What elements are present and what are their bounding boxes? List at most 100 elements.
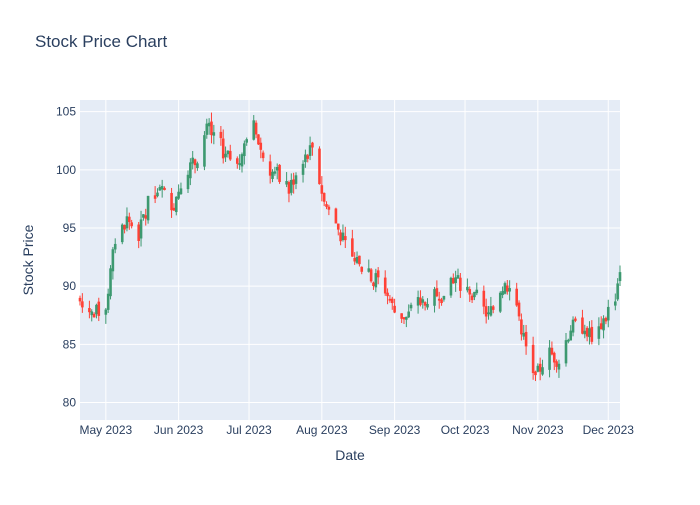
candlestick [426,298,429,310]
candle-body [203,135,206,167]
candle-body [583,330,587,335]
candlestick [128,212,131,230]
candlestick [207,118,211,135]
candle-body [113,243,117,250]
candlestick [571,316,575,337]
candlestick [498,291,502,313]
candle-body [597,326,601,339]
y-tick-label: 105 [56,105,76,119]
candle-body [473,291,476,298]
candlestick [372,281,375,290]
candlestick [236,156,239,169]
candle-body [205,123,209,135]
candlestick [311,141,314,156]
candle-body [426,303,429,308]
candlestick [219,125,223,146]
candle-body [353,257,356,262]
candlestick [88,300,91,319]
candle-body [442,295,446,300]
candle-body [174,196,178,213]
candlestick [581,309,584,335]
candlestick [435,280,439,298]
candle-body [602,318,605,331]
candle-body [405,316,408,320]
candlestick [454,270,457,292]
candle-body [534,371,537,376]
candle-body [111,249,115,272]
candle-body [569,330,572,341]
candlestick [224,146,227,162]
candlestick [386,288,389,305]
candlestick [355,251,359,265]
candlestick [261,150,265,162]
candle-body [369,269,373,282]
candlestick [90,309,94,322]
candle-body [344,236,347,241]
candle-body [550,347,554,355]
candle-body [193,159,197,166]
candlestick [177,184,180,200]
candle-body [588,328,591,338]
candlestick [390,296,394,310]
candle-body [278,164,281,182]
candlestick [604,316,608,325]
candle-body [360,266,364,272]
candle-body [170,192,173,211]
candlestick [221,129,225,164]
x-tick-label: Oct 2023 [441,423,490,437]
candlestick [203,131,206,171]
candle-body [259,142,263,150]
candle-body [285,181,288,185]
candlestick [327,204,331,216]
candlestick [614,293,617,311]
candlestick [78,295,82,306]
candle-body [336,223,340,230]
candle-body [236,158,239,164]
candle-body [606,306,610,321]
candlestick [555,359,558,373]
y-tick-label: 100 [56,163,76,177]
candlestick [470,293,474,304]
x-tick-labels: May 2023 Jun 2023 Jul 2023 Aug 2023 Sep 2023… [79,423,634,437]
candle-body [435,288,439,297]
candle-body [275,167,279,171]
candle-body [137,224,140,241]
candlestick [144,208,148,226]
candle-body [522,333,526,337]
candlestick [153,186,157,204]
candle-body [172,207,176,211]
candle-body [177,191,180,199]
candlestick [515,282,518,307]
candlestick [292,172,295,194]
candle-body [128,216,131,223]
candle-body [552,352,556,363]
candle-body [520,319,523,335]
candle-body [334,208,338,224]
candlestick [257,134,260,145]
candlestick [240,152,244,173]
candle-body [189,162,192,179]
candle-body [358,255,361,265]
candle-body [106,293,110,310]
candlestick [583,324,587,339]
candlestick [456,268,460,279]
candlestick [320,176,324,202]
candlestick [421,296,425,309]
candlestick [113,238,117,254]
candlestick [245,137,248,146]
candle-body [290,179,293,193]
candlestick [423,301,427,311]
candle-body [508,288,511,292]
candle-body [454,277,457,284]
candle-body [468,289,472,295]
candle-body [355,256,359,263]
candle-body [581,317,584,334]
candle-body [294,175,298,184]
candlestick [137,221,140,249]
candle-body [437,298,441,301]
candle-body [390,298,394,304]
candlestick [170,187,173,218]
candlestick [146,195,150,224]
